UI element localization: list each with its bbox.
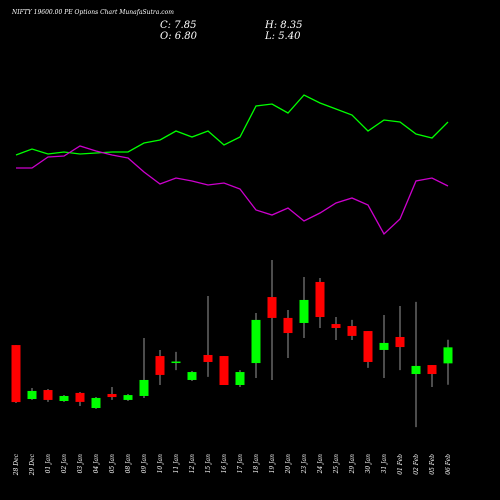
candle-body xyxy=(251,319,261,364)
candle-body xyxy=(427,365,437,375)
x-tick-label: 11 Jan xyxy=(173,454,180,474)
candle-body xyxy=(27,390,37,400)
high-label: H: 8.35 xyxy=(264,20,303,31)
candle-body xyxy=(443,347,453,364)
x-tick-label: 01 Jan xyxy=(45,454,52,474)
candle-body xyxy=(11,345,21,403)
candle-body xyxy=(331,324,341,328)
x-tick-label: 30 Jan xyxy=(365,454,372,474)
candle-body xyxy=(171,361,181,364)
candle-body xyxy=(411,365,421,375)
x-tick-label: 05 Feb xyxy=(429,454,436,475)
candle-body xyxy=(123,395,133,400)
candle-body xyxy=(235,372,245,386)
x-tick-label: 03 Jan xyxy=(77,454,84,474)
x-tick-label: 20 Jan xyxy=(285,454,292,475)
x-tick-label: 18 Jan xyxy=(253,454,260,474)
x-tick-label: 02 Feb xyxy=(413,454,420,475)
x-tick-label: 12 Jan xyxy=(189,454,196,474)
candle-body xyxy=(203,354,213,362)
x-tick-label: 16 Jan xyxy=(221,454,228,474)
candle-body xyxy=(267,297,277,318)
indicator-line xyxy=(15,94,449,156)
candle-body xyxy=(283,317,293,334)
x-tick-label: 15 Jan xyxy=(205,454,212,474)
close-label: C: 7.85 xyxy=(160,20,196,31)
x-tick-label: 24 Jan xyxy=(317,454,324,475)
x-tick-label: 05 Jan xyxy=(109,454,116,474)
x-tick-label: 31 Jan xyxy=(381,454,388,474)
x-tick-label: 29 Dec xyxy=(29,453,36,476)
x-tick-label: 02 Jan xyxy=(61,454,68,474)
x-tick-label: 08 Jan xyxy=(125,454,132,474)
x-tick-label: 28 Dec xyxy=(13,453,20,476)
candle-body xyxy=(59,395,69,402)
candle-body xyxy=(187,372,197,380)
x-tick-label: 10 Jan xyxy=(157,454,164,474)
candle-body xyxy=(91,397,101,409)
x-tick-label: 06 Feb xyxy=(445,454,452,475)
x-tick-label: 04 Jan xyxy=(93,454,100,474)
open-label: O: 6.80 xyxy=(160,31,198,42)
candle-body xyxy=(363,331,373,362)
x-tick-label: 25 Jan xyxy=(333,454,340,475)
indicator-line xyxy=(16,145,449,236)
x-tick-label: 01 Feb xyxy=(397,454,404,475)
candle-body xyxy=(379,342,389,350)
x-tick-label: 09 Jan xyxy=(141,454,148,474)
low-label: L: 5.40 xyxy=(264,31,301,42)
candle-body xyxy=(139,379,149,396)
candle-body xyxy=(43,390,53,400)
candle-body xyxy=(395,336,405,348)
x-tick-label: 29 Jan xyxy=(349,454,356,475)
candle-body xyxy=(219,356,229,386)
candle-body xyxy=(299,299,309,323)
chart-title: NIFTY 19600.00 PE Options Chart MunafaSu… xyxy=(11,9,174,16)
candle-body xyxy=(107,393,117,398)
x-tick-label: 23 Jan xyxy=(301,454,308,475)
x-tick-label: 19 Jan xyxy=(269,454,276,474)
candle-body xyxy=(75,392,85,402)
x-tick-label: 17 Jan xyxy=(237,454,244,474)
candle-body xyxy=(155,356,165,375)
candle-body xyxy=(347,326,357,336)
candle-body xyxy=(315,281,325,318)
